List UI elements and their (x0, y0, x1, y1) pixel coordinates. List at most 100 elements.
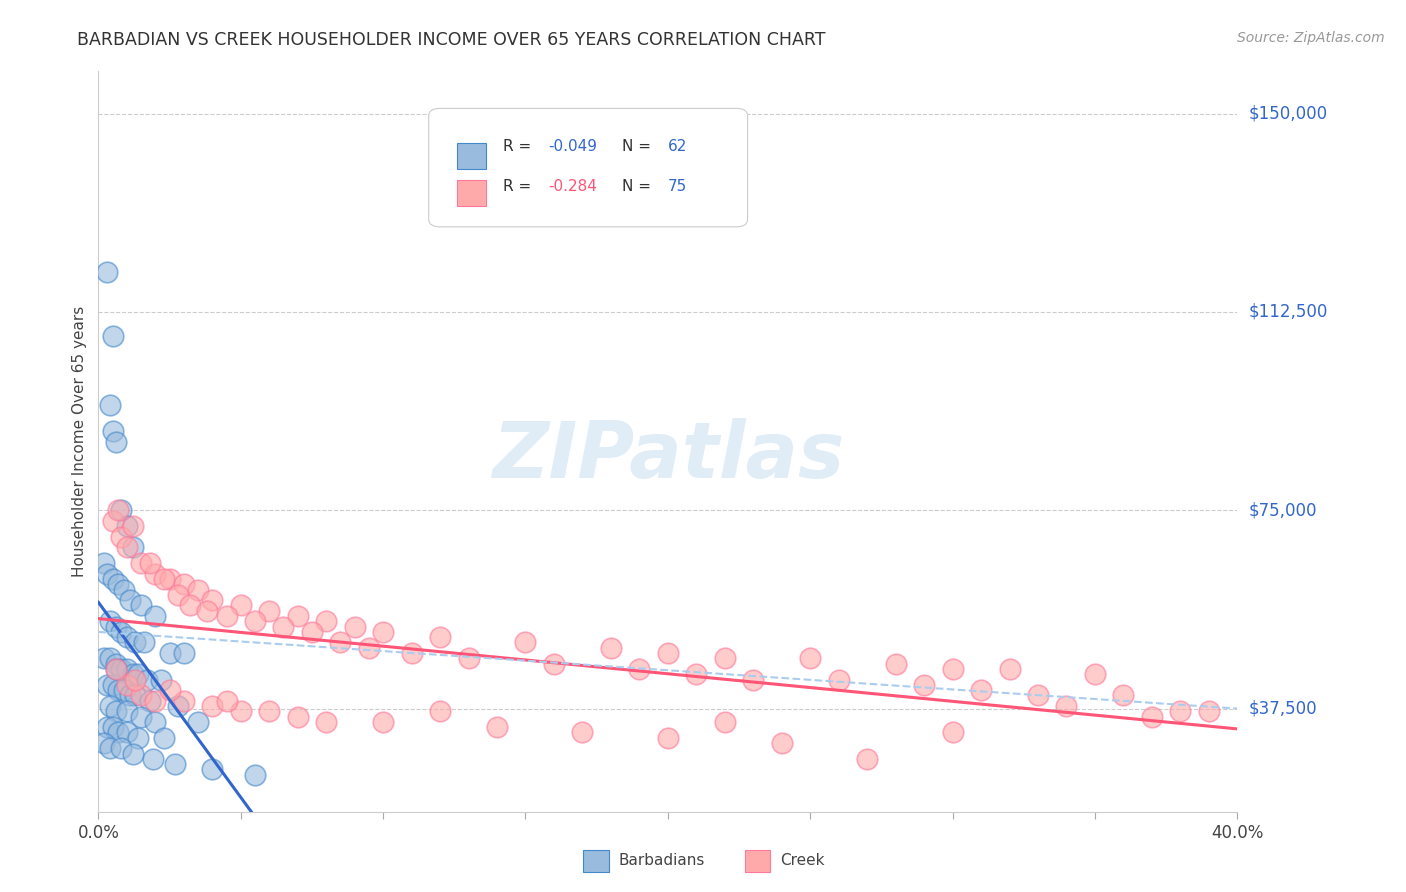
Point (357, 640, 380, 655)
Point (657, 731, 679, 745)
Point (115, 541, 138, 555)
Point (138, 694, 160, 708)
Point (110, 624, 132, 639)
Point (98, 651, 121, 665)
Point (657, 646, 679, 660)
Point (110, 741, 132, 756)
Point (96, 566, 118, 581)
Point (770, 736, 793, 750)
Point (96, 720, 118, 734)
Point (107, 577, 129, 591)
Text: N =: N = (623, 178, 657, 194)
Point (121, 541, 143, 555)
Point (1140, 709, 1163, 723)
Point (96, 265, 118, 279)
Point (187, 714, 209, 729)
Point (118, 593, 141, 607)
Point (243, 615, 266, 629)
Point (115, 519, 138, 533)
Point (101, 424, 124, 438)
Point (287, 709, 309, 723)
Point (93, 651, 115, 665)
Text: -0.049: -0.049 (548, 139, 598, 154)
Point (107, 503, 129, 517)
Point (138, 556, 160, 570)
Point (942, 725, 965, 739)
Point (110, 530, 132, 544)
Point (101, 720, 124, 734)
Point (132, 635, 155, 649)
Point (107, 683, 129, 698)
Point (1084, 667, 1107, 681)
Point (912, 678, 935, 692)
Point (104, 662, 127, 676)
Point (124, 673, 146, 687)
Text: 62: 62 (668, 139, 688, 154)
Point (1056, 698, 1078, 713)
Point (104, 434, 127, 449)
Point (118, 689, 141, 703)
Point (201, 593, 224, 607)
Point (115, 678, 138, 692)
Point (127, 667, 149, 681)
Text: $75,000: $75,000 (1249, 501, 1317, 519)
Point (1112, 689, 1135, 703)
Point (135, 673, 157, 687)
Point (215, 609, 238, 624)
Point (121, 519, 143, 533)
Point (159, 572, 181, 586)
Point (167, 588, 190, 602)
Point (129, 709, 152, 723)
Point (165, 757, 187, 772)
Point (145, 694, 167, 708)
Point (998, 662, 1021, 676)
Point (1170, 704, 1192, 718)
Point (115, 704, 138, 718)
Point (714, 714, 737, 729)
Point (107, 725, 129, 739)
Point (153, 731, 176, 745)
Point (628, 662, 651, 676)
Point (115, 630, 138, 644)
Point (273, 619, 295, 633)
Point (429, 704, 451, 718)
Point (145, 566, 167, 581)
Point (127, 731, 149, 745)
Text: Creek: Creek (780, 854, 825, 868)
Point (104, 704, 127, 718)
Point (110, 503, 132, 517)
Point (101, 514, 124, 528)
Point (742, 673, 765, 687)
Point (315, 615, 337, 629)
Point (159, 683, 181, 698)
Text: R =: R = (503, 139, 536, 154)
Point (101, 328, 124, 343)
Point (543, 657, 565, 671)
Point (201, 763, 224, 777)
Point (150, 673, 173, 687)
Text: $37,500: $37,500 (1249, 699, 1317, 717)
Point (173, 646, 195, 660)
Point (301, 624, 323, 639)
Text: -0.284: -0.284 (548, 178, 598, 194)
Point (173, 577, 195, 591)
Text: Source: ZipAtlas.com: Source: ZipAtlas.com (1237, 31, 1385, 45)
Point (201, 698, 224, 713)
Point (104, 662, 127, 676)
Point (93, 736, 115, 750)
Text: $150,000: $150,000 (1249, 104, 1327, 123)
Point (129, 689, 152, 703)
Point (571, 725, 593, 739)
Point (98, 698, 121, 713)
Point (229, 704, 252, 718)
Point (145, 609, 167, 624)
Point (187, 582, 209, 597)
Point (486, 720, 509, 734)
Point (129, 556, 152, 570)
Point (124, 689, 146, 703)
Point (229, 599, 252, 613)
Y-axis label: Householder Income Over 65 years: Householder Income Over 65 years (72, 306, 87, 577)
Text: R =: R = (503, 178, 536, 194)
Point (98, 741, 121, 756)
Point (167, 698, 190, 713)
